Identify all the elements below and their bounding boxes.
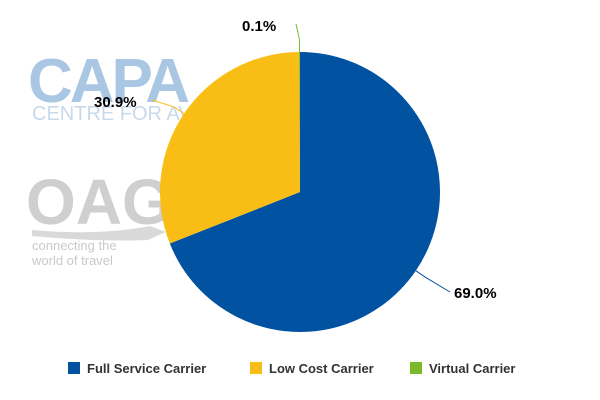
- data-label-full-service: 69.0%: [454, 285, 497, 302]
- oag-tagline-2: world of travel: [31, 253, 113, 268]
- pie-slice-low-cost: [160, 52, 300, 244]
- legend-item-full-service: Full Service Carrier: [68, 361, 206, 376]
- legend-label-full-service: Full Service Carrier: [87, 361, 206, 376]
- oag-logo-text: OAG: [26, 166, 172, 238]
- legend-swatch-full-service: [68, 362, 80, 374]
- leader-line-full-service: [415, 270, 451, 293]
- leader-line-virtual: [295, 23, 301, 53]
- leader-line-low-cost: [151, 99, 185, 115]
- pie-slice-virtual: [299, 52, 300, 192]
- oag-swoosh-icon: [32, 226, 166, 241]
- pie-slices: [160, 52, 441, 332]
- data-label-low-cost: 30.9%: [94, 94, 137, 111]
- legend-item-virtual: Virtual Carrier: [410, 361, 515, 376]
- leader-lines: [151, 23, 451, 293]
- legend-swatch-low-cost: [250, 362, 262, 374]
- data-labels: 69.0% 30.9% 0.1%: [94, 18, 497, 302]
- legend-swatch-virtual: [410, 362, 422, 374]
- legend: Full Service Carrier Low Cost Carrier Vi…: [68, 361, 515, 376]
- oag-tagline-1: connecting the: [32, 238, 117, 253]
- pie-slice-full-service: [169, 52, 441, 332]
- oag-watermark: OAG connecting the world of travel: [26, 166, 172, 268]
- legend-label-low-cost: Low Cost Carrier: [269, 361, 374, 376]
- data-label-virtual: 0.1%: [242, 18, 276, 35]
- legend-item-low-cost: Low Cost Carrier: [250, 361, 374, 376]
- legend-label-virtual: Virtual Carrier: [429, 361, 515, 376]
